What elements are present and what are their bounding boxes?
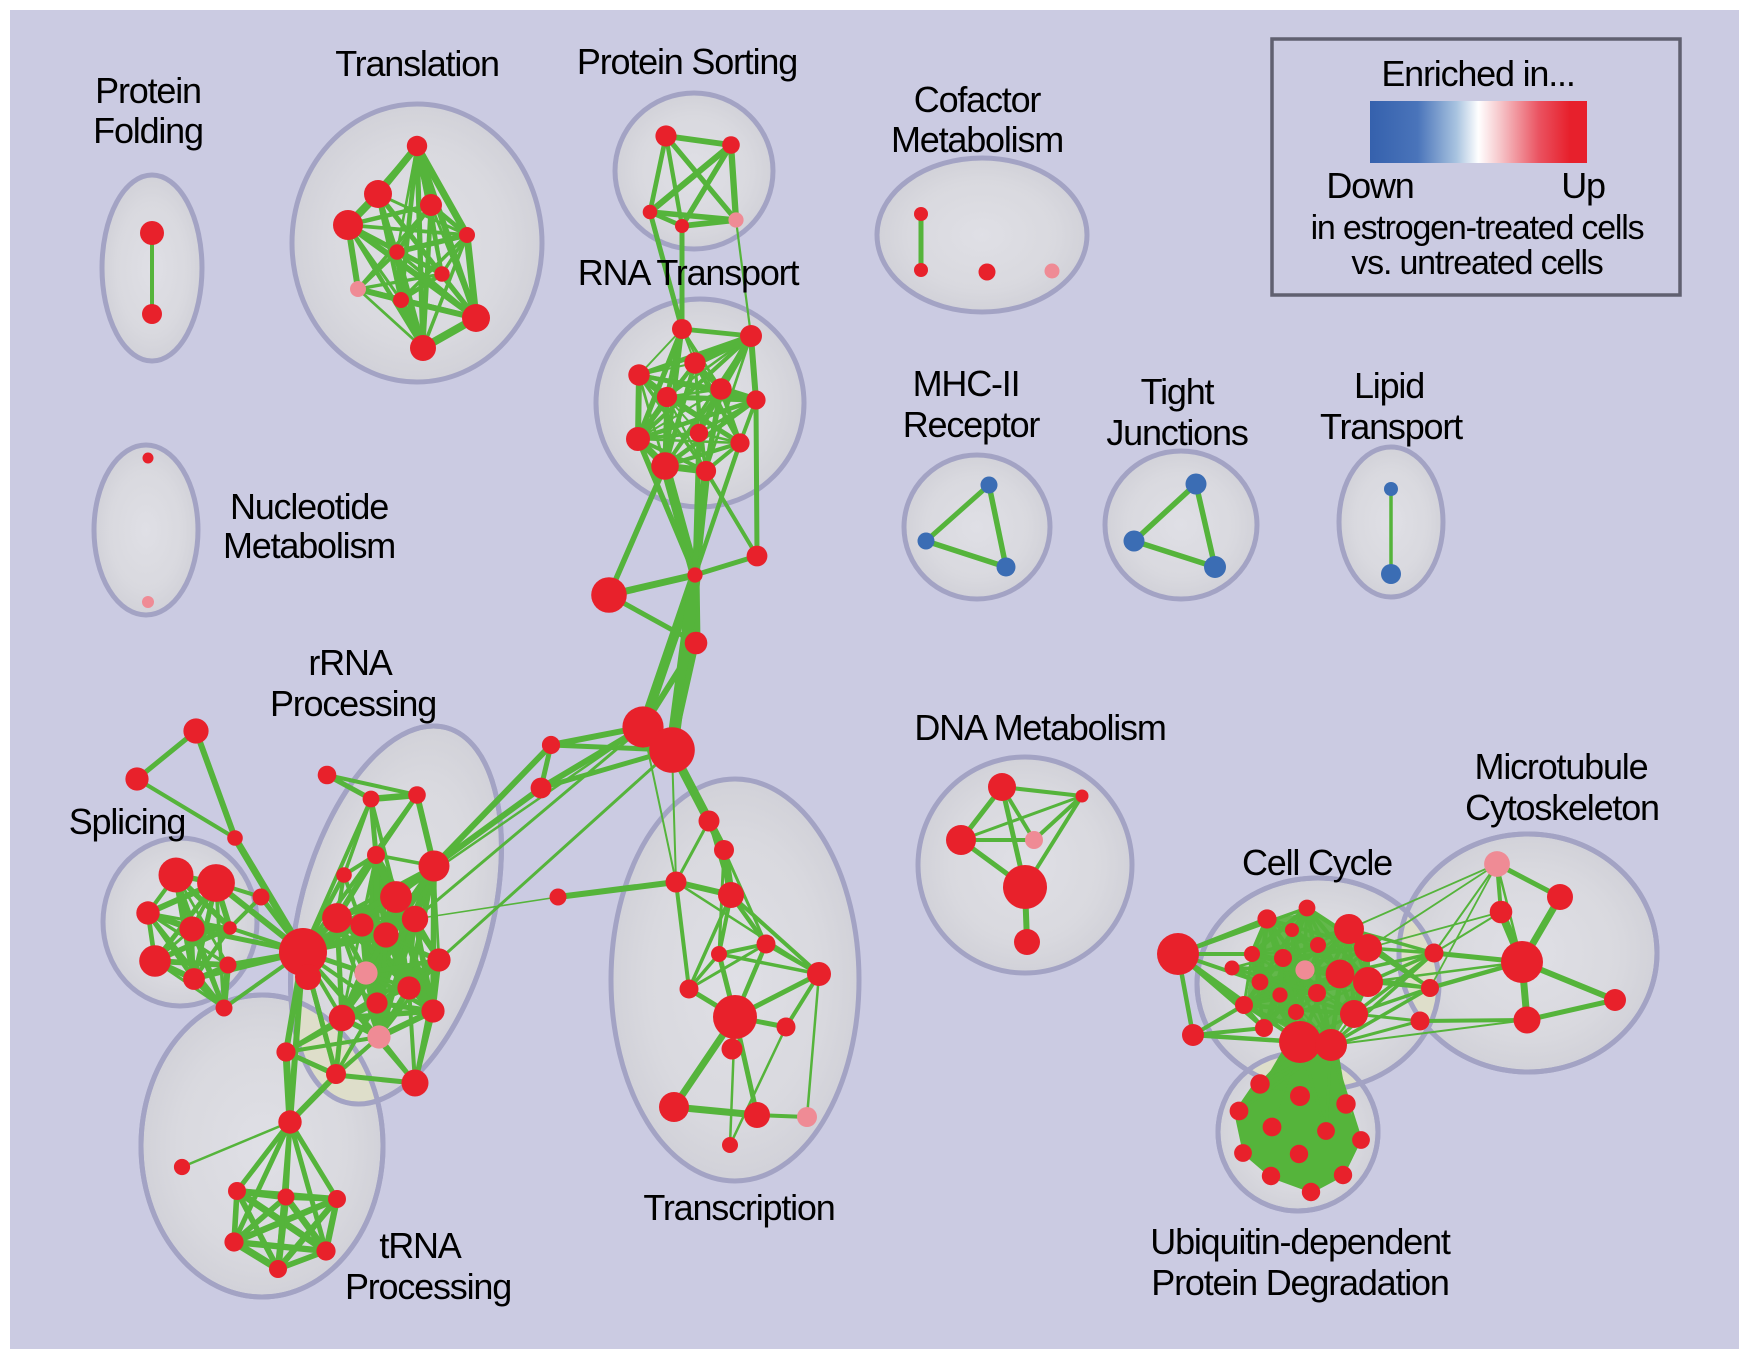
svg-text:Microtubule: Microtubule: [1475, 746, 1648, 787]
svg-text:Folding: Folding: [93, 110, 203, 151]
svg-text:Translation: Translation: [335, 43, 499, 84]
svg-text:Down: Down: [1326, 165, 1413, 206]
svg-text:Protein: Protein: [95, 70, 201, 111]
svg-text:Junctions: Junctions: [1106, 412, 1247, 453]
svg-text:Protein Degradation: Protein Degradation: [1151, 1262, 1448, 1303]
svg-text:Cofactor: Cofactor: [914, 79, 1042, 120]
svg-text:Splicing: Splicing: [69, 801, 185, 842]
svg-text:Nucleotide: Nucleotide: [230, 486, 388, 527]
svg-text:in estrogen-treated cells: in estrogen-treated cells: [1311, 209, 1644, 247]
svg-text:Receptor: Receptor: [903, 404, 1041, 445]
svg-text:Lipid: Lipid: [1354, 365, 1424, 406]
svg-text:RNA Transport: RNA Transport: [578, 252, 800, 293]
svg-text:tRNA: tRNA: [379, 1225, 461, 1266]
svg-text:Enriched in...: Enriched in...: [1381, 53, 1574, 94]
svg-text:Protein Sorting: Protein Sorting: [577, 41, 797, 82]
svg-text:Ubiquitin-dependent: Ubiquitin-dependent: [1150, 1221, 1451, 1262]
svg-text:MHC-II: MHC-II: [913, 363, 1020, 404]
svg-text:Transcription: Transcription: [643, 1187, 834, 1228]
svg-text:rRNA: rRNA: [308, 642, 392, 683]
svg-text:Metabolism: Metabolism: [223, 525, 395, 566]
svg-text:Transport: Transport: [1320, 406, 1463, 447]
svg-text:vs. untreated cells: vs. untreated cells: [1351, 244, 1602, 282]
svg-text:Metabolism: Metabolism: [891, 119, 1063, 160]
svg-text:DNA Metabolism: DNA Metabolism: [914, 707, 1165, 748]
svg-text:Processing: Processing: [345, 1266, 511, 1307]
svg-text:Cytoskeleton: Cytoskeleton: [1465, 787, 1659, 828]
svg-text:Tight: Tight: [1141, 371, 1215, 412]
svg-text:Up: Up: [1561, 165, 1605, 206]
svg-text:Processing: Processing: [270, 683, 436, 724]
svg-text:Cell Cycle: Cell Cycle: [1242, 842, 1392, 883]
